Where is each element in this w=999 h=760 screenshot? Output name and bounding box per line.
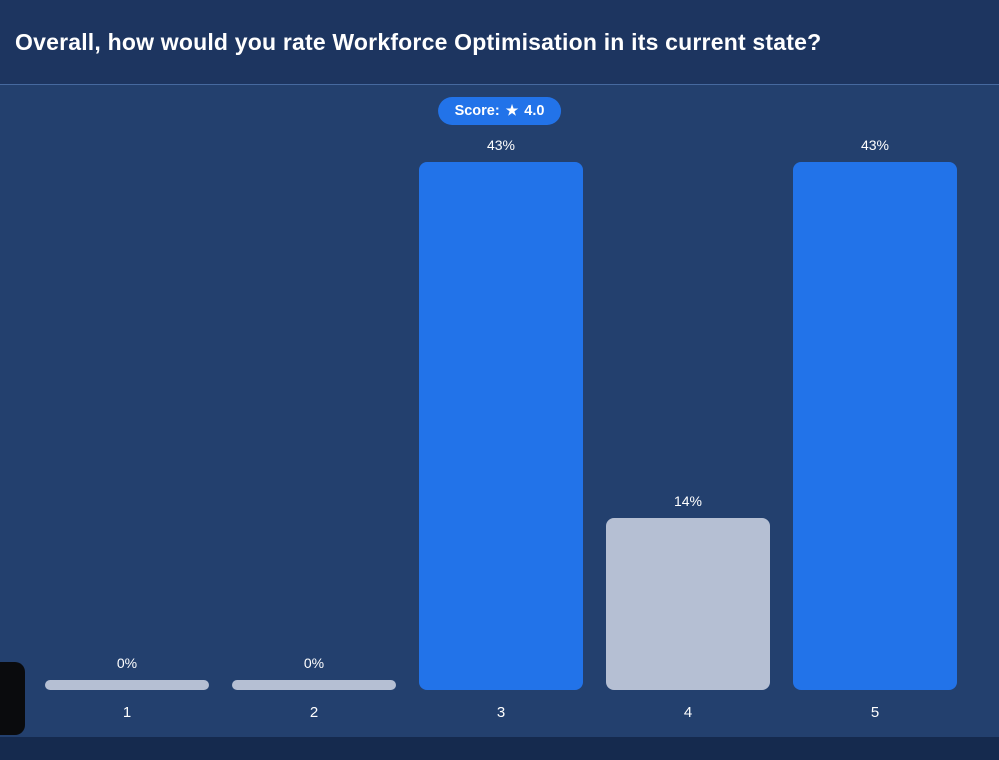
bar-column-2: 0% 2 <box>232 85 396 737</box>
bar-value-label: 14% <box>673 493 703 509</box>
bar-value-label: 43% <box>860 137 890 153</box>
star-icon: ★ <box>505 102 519 118</box>
score-label: Score: <box>454 103 500 119</box>
bar-5 <box>793 162 957 690</box>
question-header: Overall, how would you rate Workforce Op… <box>0 0 999 85</box>
bar-value-label: 0% <box>116 655 138 671</box>
bar-column-5: 43% 5 <box>793 85 957 737</box>
bar-value-label: 0% <box>303 655 325 671</box>
bar-chart: 0% 1 0% 2 43% 3 14% 4 43% 5 <box>45 85 957 737</box>
bar-column-3: 43% 3 <box>419 85 583 737</box>
bar-3 <box>419 162 583 690</box>
bar-category-label: 1 <box>122 704 132 721</box>
bar-category-label: 2 <box>309 704 319 721</box>
bar-category-label: 5 <box>870 704 880 721</box>
bar-category-label: 3 <box>496 704 506 721</box>
bar-2 <box>232 680 396 690</box>
side-drawer-handle[interactable] <box>0 662 25 735</box>
bar-value-label: 43% <box>486 137 516 153</box>
bar-category-label: 4 <box>683 704 693 721</box>
poll-results-chart: Score: ★ 4.0 0% 1 0% 2 43% 3 14% 4 43% 5 <box>0 85 999 737</box>
bar-column-1: 0% 1 <box>45 85 209 737</box>
bottom-bar <box>0 737 999 760</box>
question-title: Overall, how would you rate Workforce Op… <box>15 28 822 55</box>
bar-column-4: 14% 4 <box>606 85 770 737</box>
score-value: 4.0 <box>524 103 545 119</box>
bar-1 <box>45 680 209 690</box>
score-badge: Score: ★ 4.0 <box>437 97 562 125</box>
bar-4 <box>606 518 770 690</box>
